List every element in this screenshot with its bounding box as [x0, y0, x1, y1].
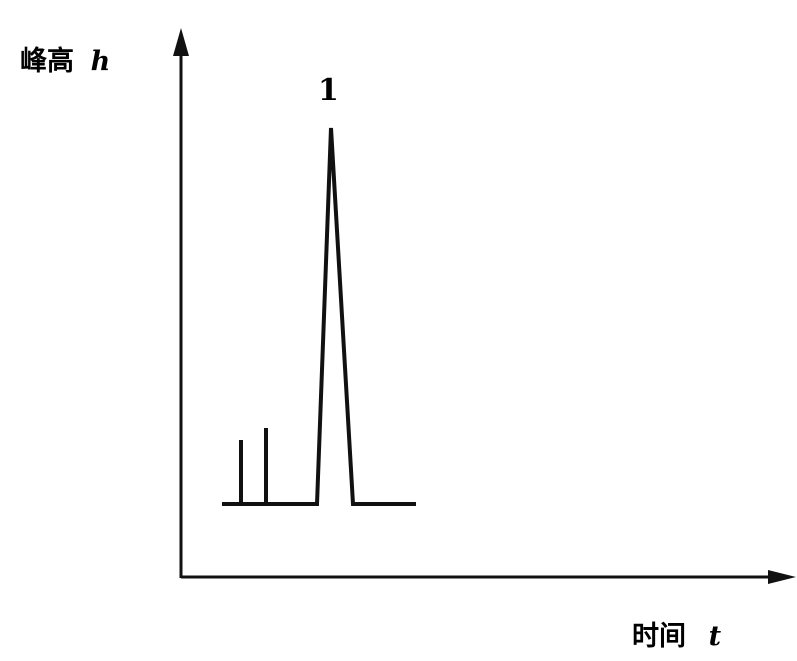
y-axis-symbol: h [91, 46, 111, 77]
x-axis-label-text: 时间 [632, 621, 686, 652]
x-axis-symbol: t [709, 621, 722, 652]
peak-label: 1 [318, 73, 339, 108]
y-axis-label-text: 峰高 [20, 45, 74, 77]
y-axis-arrow [173, 28, 189, 56]
signal-trace [222, 127, 416, 506]
y-axis-label: 峰高 h [20, 45, 110, 77]
x-axis-label: 时间 t [632, 621, 722, 652]
x-axis-arrow [768, 570, 796, 584]
